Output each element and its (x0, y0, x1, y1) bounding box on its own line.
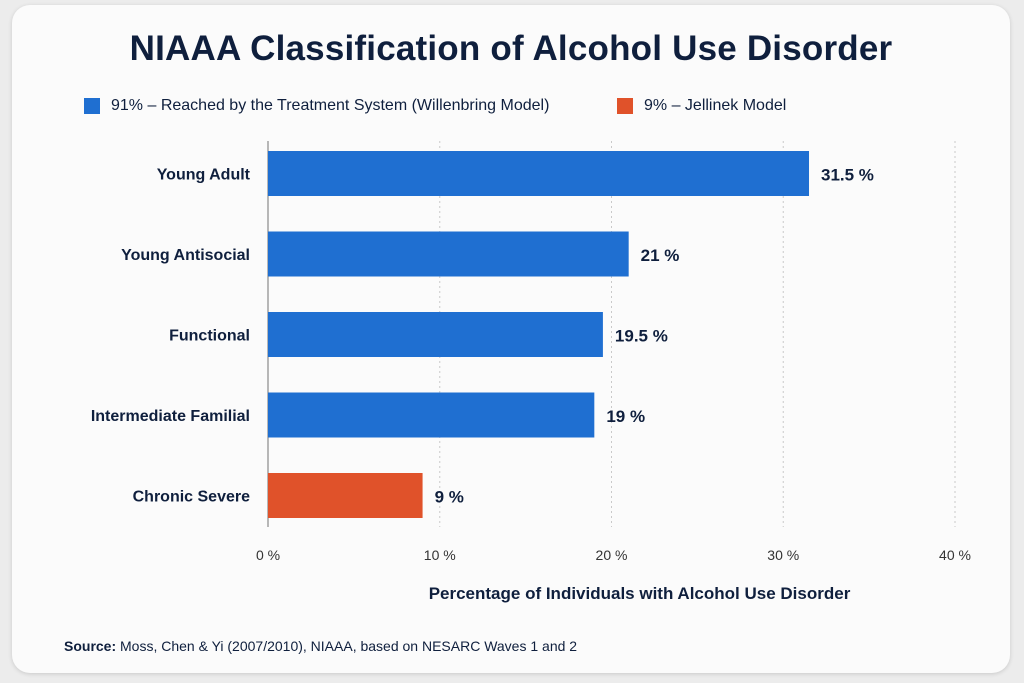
bar-chart-plot: Young Adult 31.5 % Young Antisocial 21 % Fun… (91, 141, 971, 603)
value-label: 31.5 % (821, 166, 874, 185)
value-label: 21 % (641, 246, 680, 265)
chart-card: NIAAA Classification of Alcohol Use Diso… (12, 5, 1010, 673)
bar (268, 151, 810, 196)
value-label: 19 % (606, 407, 645, 426)
bar (268, 392, 595, 438)
x-tick-label: 20 % (596, 547, 628, 563)
legend-swatch-blue (84, 98, 100, 114)
bar (268, 312, 603, 357)
category-label: Young Antisocial (121, 247, 250, 264)
value-label: 19.5 % (615, 327, 668, 346)
category-label: Young Adult (157, 167, 251, 184)
category-label: Intermediate Familial (91, 408, 250, 425)
category-label: Chronic Severe (133, 489, 250, 506)
source-text: Moss, Chen & Yi (2007/2010), NIAAA, base… (116, 638, 578, 654)
x-tick-label: 30 % (767, 547, 799, 563)
bar (268, 231, 629, 277)
bar (268, 473, 423, 518)
x-tick-label: 40 % (939, 547, 971, 563)
value-label: 9 % (435, 488, 464, 507)
legend-label-jellinek: 9% – Jellinek Model (644, 97, 787, 114)
legend-label-willenbring: 91% – Reached by the Treatment System (W… (111, 97, 550, 114)
category-label: Functional (169, 328, 250, 345)
legend-item-jellinek: 9% – Jellinek Model (617, 97, 786, 115)
legend-item-willenbring: 91% – Reached by the Treatment System (W… (84, 97, 549, 115)
chart-title: NIAAA Classification of Alcohol Use Diso… (129, 29, 893, 68)
source-prefix: Source: (64, 638, 117, 654)
x-tick-label: 10 % (424, 547, 456, 563)
legend-swatch-orange (617, 98, 633, 114)
x-axis-label: Percentage of Individuals with Alcohol U… (429, 584, 851, 603)
x-tick-label: 0 % (256, 547, 280, 563)
source-note: Source: Moss, Chen & Yi (2007/2010), NIA… (64, 638, 577, 654)
